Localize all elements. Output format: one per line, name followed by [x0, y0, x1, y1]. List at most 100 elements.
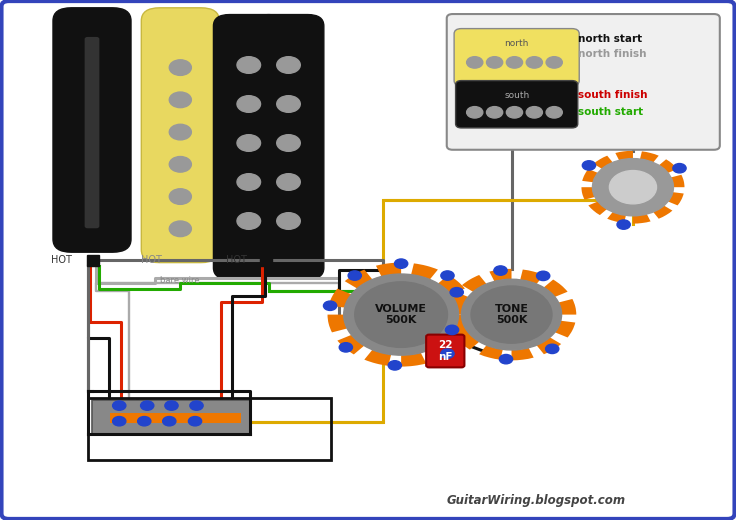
Circle shape [617, 220, 630, 229]
FancyBboxPatch shape [426, 335, 464, 368]
Text: north start: north start [578, 34, 642, 44]
Text: GuitarWiring.blogspot.com: GuitarWiring.blogspot.com [447, 494, 626, 506]
Wedge shape [438, 275, 465, 294]
Circle shape [506, 107, 523, 118]
Wedge shape [364, 350, 391, 366]
Circle shape [237, 135, 261, 151]
Circle shape [163, 417, 176, 426]
Circle shape [237, 174, 261, 190]
Wedge shape [639, 151, 659, 165]
Wedge shape [479, 345, 503, 360]
Text: HOT: HOT [52, 255, 72, 265]
Circle shape [494, 266, 507, 275]
Circle shape [277, 174, 300, 190]
Wedge shape [544, 280, 567, 297]
Wedge shape [555, 321, 576, 337]
Circle shape [609, 171, 657, 204]
Circle shape [467, 107, 483, 118]
Circle shape [113, 401, 126, 410]
Circle shape [355, 282, 447, 347]
Wedge shape [328, 315, 347, 332]
Circle shape [138, 417, 151, 426]
Text: HOT: HOT [141, 255, 162, 265]
Circle shape [441, 349, 454, 358]
Text: south start: south start [578, 107, 643, 118]
Text: south: south [504, 90, 529, 100]
Circle shape [461, 279, 562, 350]
Bar [92, 400, 250, 434]
Circle shape [471, 286, 552, 343]
Wedge shape [512, 348, 534, 360]
Text: south finish: south finish [578, 90, 647, 100]
Circle shape [277, 213, 300, 229]
Circle shape [165, 401, 178, 410]
FancyBboxPatch shape [85, 37, 99, 228]
Circle shape [169, 60, 191, 75]
Circle shape [188, 417, 202, 426]
Wedge shape [666, 175, 684, 187]
Wedge shape [607, 209, 627, 223]
Circle shape [537, 271, 550, 281]
Wedge shape [462, 275, 486, 292]
Circle shape [348, 271, 361, 280]
FancyBboxPatch shape [213, 15, 284, 279]
Circle shape [344, 274, 459, 355]
Circle shape [339, 343, 353, 352]
Wedge shape [456, 332, 479, 349]
Wedge shape [337, 335, 364, 355]
Circle shape [486, 57, 503, 68]
Circle shape [526, 107, 542, 118]
Circle shape [169, 189, 191, 204]
Circle shape [592, 159, 673, 216]
Circle shape [545, 344, 559, 354]
Circle shape [113, 417, 126, 426]
Circle shape [169, 124, 191, 140]
FancyBboxPatch shape [454, 29, 579, 86]
Circle shape [237, 57, 261, 73]
Circle shape [450, 288, 464, 297]
Circle shape [445, 325, 459, 334]
Wedge shape [633, 211, 651, 224]
Circle shape [506, 57, 523, 68]
Wedge shape [451, 322, 473, 341]
Wedge shape [537, 337, 561, 354]
Text: bare wire: bare wire [160, 276, 200, 285]
Wedge shape [520, 269, 544, 284]
Text: HOT: HOT [226, 255, 247, 265]
Text: 22
nF: 22 nF [438, 340, 453, 362]
Circle shape [237, 96, 261, 112]
Circle shape [500, 355, 513, 364]
Circle shape [277, 96, 300, 112]
Circle shape [582, 161, 595, 170]
Circle shape [323, 301, 336, 310]
Wedge shape [489, 269, 512, 281]
Wedge shape [582, 169, 602, 183]
Wedge shape [447, 292, 468, 308]
Wedge shape [615, 151, 633, 164]
Circle shape [277, 135, 300, 151]
FancyBboxPatch shape [53, 8, 131, 252]
Circle shape [394, 259, 408, 268]
Circle shape [141, 401, 154, 410]
Bar [87, 255, 99, 266]
Wedge shape [344, 269, 372, 289]
Wedge shape [329, 289, 351, 307]
Circle shape [169, 221, 191, 237]
Wedge shape [559, 299, 576, 315]
FancyBboxPatch shape [141, 8, 219, 263]
Text: north: north [504, 38, 529, 48]
Circle shape [169, 92, 191, 108]
Circle shape [190, 401, 203, 410]
Circle shape [486, 107, 503, 118]
Wedge shape [656, 159, 678, 175]
Circle shape [546, 57, 562, 68]
Wedge shape [588, 200, 610, 215]
Circle shape [546, 107, 562, 118]
Circle shape [441, 271, 454, 280]
Wedge shape [376, 263, 401, 277]
Circle shape [237, 213, 261, 229]
Text: VOLUME
500K: VOLUME 500K [375, 304, 427, 326]
Wedge shape [593, 155, 615, 171]
Text: TONE
500K: TONE 500K [495, 304, 528, 326]
Wedge shape [411, 264, 438, 279]
